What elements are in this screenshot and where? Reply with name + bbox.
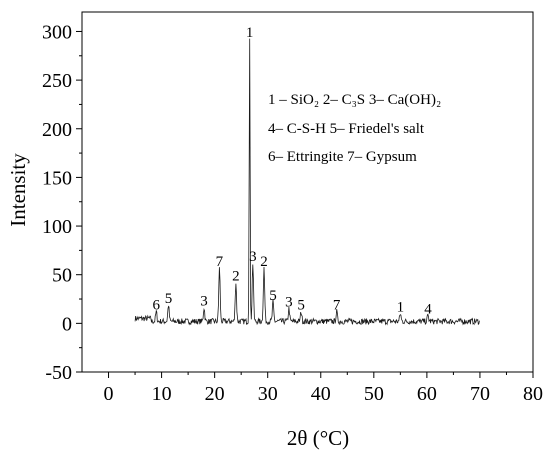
peak-label: 5 (165, 291, 173, 307)
peak-label: 3 (285, 295, 293, 311)
legend: 1 – SiO₂ 2– C₃S 3– Ca(OH)₂ 4– C-S-H 5– F… (268, 92, 441, 165)
y-tick-label: 100 (42, 216, 72, 238)
x-tick-label: 50 (364, 383, 384, 405)
peak-label: 5 (297, 298, 305, 314)
x-tick-label: 20 (205, 383, 225, 405)
peak-label: 2 (260, 254, 268, 270)
peak-label: 7 (333, 298, 341, 314)
xrd-trace (134, 38, 480, 326)
legend-line-2: 4– C-S-H 5– Friedel's salt (268, 121, 425, 137)
y-tick-label: 0 (62, 313, 72, 335)
y-tick-label: 250 (42, 70, 72, 92)
legend-line-1: 1 – SiO₂ 2– C₃S 3– Ca(OH)₂ (268, 92, 441, 108)
x-tick-label: 60 (417, 383, 437, 405)
y-tick-label: 50 (52, 265, 72, 287)
y-tick-label: 300 (42, 21, 72, 43)
plot-frame (81, 11, 534, 373)
x-axis-title: 2θ (°C) (287, 426, 349, 450)
x-tick-label: 70 (470, 383, 490, 405)
x-tick-label: 40 (311, 383, 331, 405)
y-tick-label: -50 (45, 362, 72, 384)
peak-label: 5 (269, 288, 277, 304)
y-tick-label: 150 (42, 167, 72, 189)
legend-line-3: 6– Ettringite 7– Gypsum (268, 149, 417, 165)
axes: 0 10 20 30 40 50 60 70 80 -50 0 50 100 150 200 250 300 (42, 11, 543, 405)
peak-label: 7 (216, 254, 224, 270)
x-tick-label: 80 (523, 383, 543, 405)
peak-label: 6 (153, 298, 161, 314)
x-tick-label: 10 (152, 383, 172, 405)
peak-label: 3 (249, 249, 257, 265)
peak-label: 3 (200, 294, 208, 310)
x-tick-label: 0 (104, 383, 114, 405)
series-layer (134, 38, 480, 326)
y-axis-title: Intensity (6, 153, 30, 227)
peak-label: 2 (232, 268, 240, 284)
y-tick-label: 200 (42, 119, 72, 141)
peak-label: 4 (424, 302, 432, 318)
peak-label: 1 (246, 25, 254, 41)
peak-label: 1 (397, 300, 405, 316)
x-tick-label: 30 (258, 383, 278, 405)
